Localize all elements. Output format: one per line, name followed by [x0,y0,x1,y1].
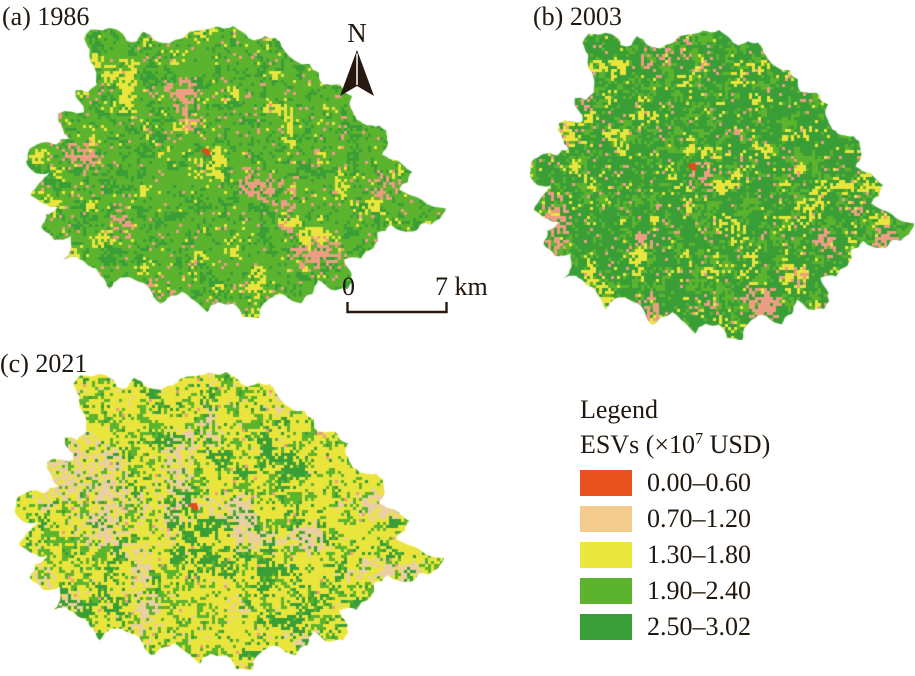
scale-bar-line [346,302,448,314]
legend-swatch [580,578,632,604]
legend-item: 0.00–0.60 [580,469,770,497]
map-2021 [8,372,444,670]
legend-item: 1.90–2.40 [580,577,770,605]
legend-item-label: 0.00–0.60 [647,468,751,497]
legend-item: 0.70–1.20 [580,505,770,533]
legend-units-suffix: USD) [703,430,771,459]
north-arrow: N [335,18,379,98]
legend-item-label: 2.50–3.02 [647,612,751,641]
legend-item-label: 1.30–1.80 [647,540,751,569]
legend-swatch [580,506,632,532]
scale-bar: 0 7 km [334,272,504,318]
legend-swatch [580,470,632,496]
legend-swatch [580,542,632,568]
scale-bar-end-label: 7 km [435,272,488,301]
legend-swatch [580,614,632,640]
legend-units: ESVs (×107 USD) [580,429,770,461]
north-arrow-icon [340,50,374,96]
map-2003 [524,30,914,340]
legend-item-label: 1.90–2.40 [647,576,751,605]
legend: Legend ESVs (×107 USD) 0.00–0.60 0.70–1.2… [580,394,770,641]
legend-item: 2.50–3.02 [580,613,770,641]
scale-bar-zero-label: 0 [342,272,355,301]
map-1986 [20,26,446,318]
legend-item-label: 0.70–1.20 [647,504,751,533]
legend-units-prefix: ESVs (×10 [580,430,696,459]
legend-title: Legend [580,395,658,424]
panel-label-2003: (b) 2003 [533,2,622,31]
legend-item: 1.30–1.80 [580,541,770,569]
north-arrow-label: N [347,18,367,48]
legend-units-superscript: 7 [695,430,704,448]
legend-items: 0.00–0.60 0.70–1.20 1.30–1.80 1.90–2.40 2.50… [580,469,770,641]
